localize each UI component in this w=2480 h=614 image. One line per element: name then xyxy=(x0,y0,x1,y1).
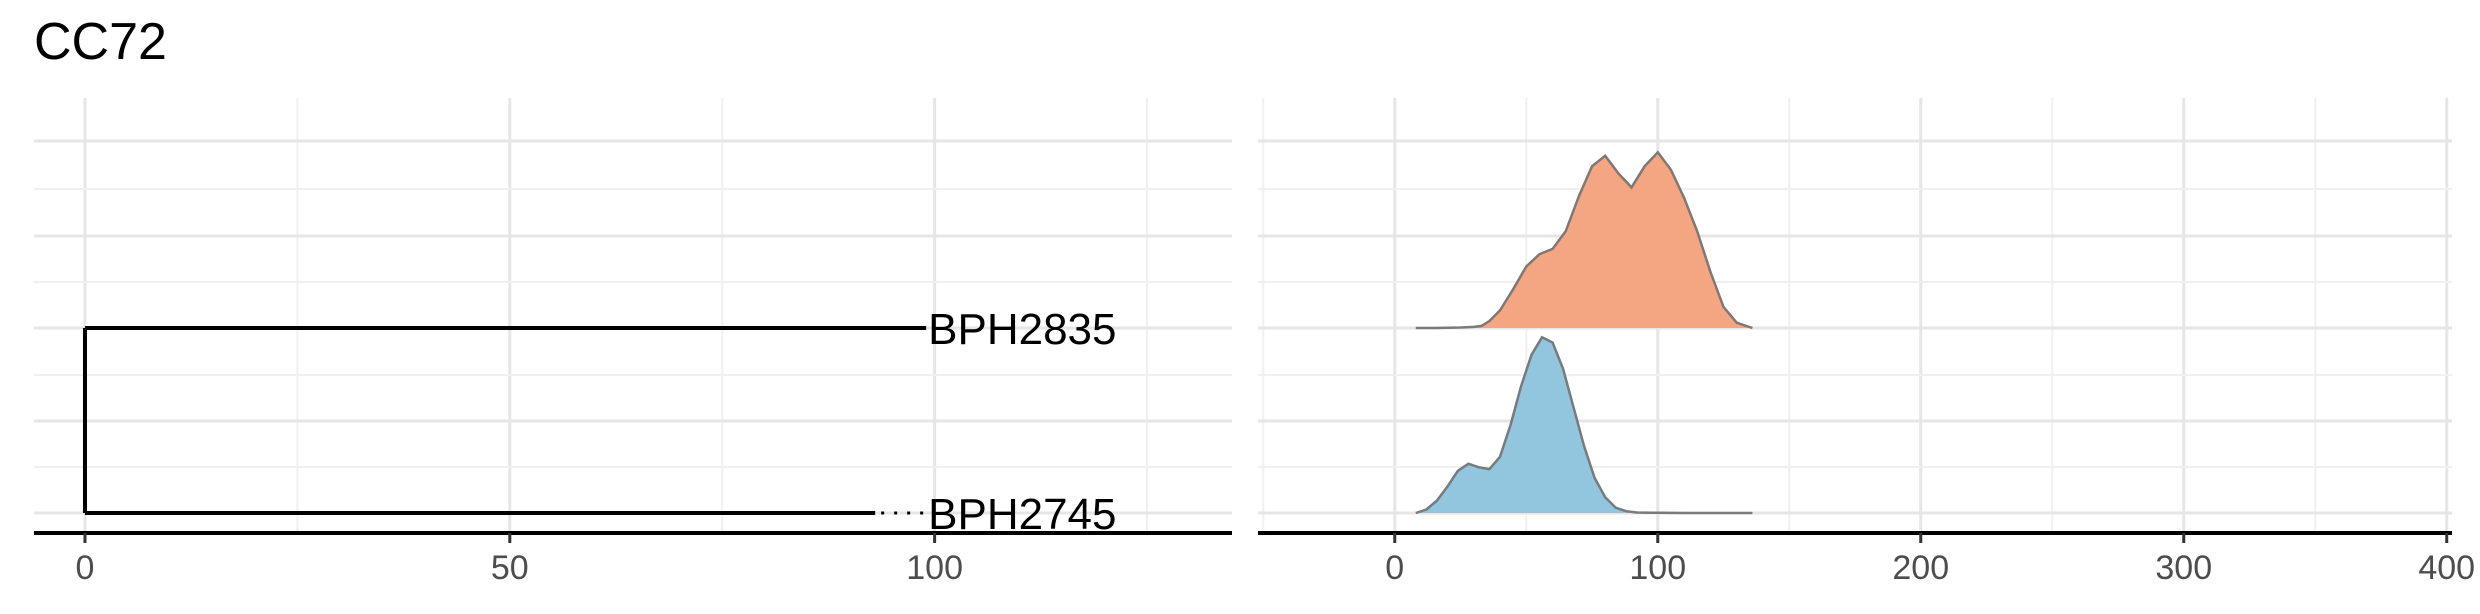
density-x-tick-label: 100 xyxy=(1629,549,1686,587)
density-area-row-0 xyxy=(1415,337,1753,513)
density-x-tick-label: 300 xyxy=(2155,549,2212,587)
density-area-row-1 xyxy=(1415,152,1753,328)
density-x-tick-label: 0 xyxy=(1385,549,1404,587)
density-x-tick-label: 400 xyxy=(2418,549,2475,587)
tip-label: BPH2835 xyxy=(928,305,1116,354)
tree-x-tick-label: 50 xyxy=(491,549,529,587)
tree-x-tick-label: 0 xyxy=(76,549,95,587)
chart-title: CC72 xyxy=(34,13,167,71)
density-panel-grid xyxy=(1258,98,2452,533)
axes: 0 50 100 0 100 200 300 400 xyxy=(34,531,2475,587)
density-ridges xyxy=(1415,150,1753,515)
density-outline-row-0 xyxy=(1415,335,1753,515)
tree-x-tick-label: 100 xyxy=(906,549,963,587)
density-outline-row-1 xyxy=(1415,150,1753,330)
density-x-tick-label: 200 xyxy=(1892,549,1949,587)
tip-label: BPH2745 xyxy=(928,490,1116,539)
tree-panel: BPH2835 BPH2745 xyxy=(82,305,1116,539)
